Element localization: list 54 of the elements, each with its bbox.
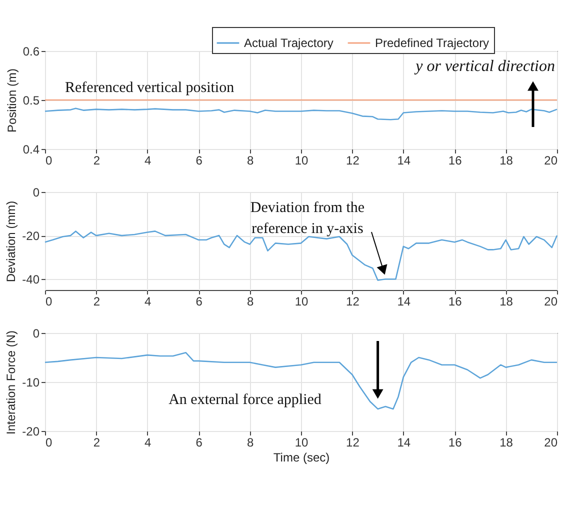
x-tick-label: 14: [397, 154, 411, 168]
y-tick-label: 0: [32, 326, 40, 340]
y-tick-label: 0.6: [22, 44, 40, 58]
x-tick-label: 8: [246, 436, 254, 450]
x-tick-label: 18: [500, 436, 514, 450]
x-tick-label: 18: [500, 154, 514, 168]
x-tick-label: 14: [397, 294, 411, 308]
x-tick-label: 10: [294, 436, 308, 450]
x-tick-label: 20: [544, 436, 558, 450]
annotation: An external force applied: [168, 392, 322, 408]
x-tick-label: 4: [144, 294, 152, 308]
y-tick-label: -20: [22, 424, 40, 438]
y-tick-label: -40: [22, 272, 40, 287]
x-tick-label: 4: [144, 154, 152, 168]
y-axis-title: Interation Force (N): [4, 330, 18, 435]
y-tick-label: -10: [22, 376, 40, 390]
x-tick-label: 8: [246, 294, 254, 308]
x-tick-label: 2: [93, 154, 100, 168]
annotation: Referenced vertical position: [65, 80, 235, 96]
annotation: y or vertical direction: [414, 58, 555, 75]
y-axis-title: Position (m): [4, 68, 19, 133]
x-tick-label: 20: [544, 294, 558, 308]
x-tick-label: 12: [346, 294, 360, 308]
x-tick-label: 14: [397, 436, 411, 450]
x-tick-label: 18: [500, 294, 514, 308]
y-tick-label: 0.4: [22, 142, 40, 156]
x-tick-label: 2: [93, 294, 100, 308]
x-tick-label: 16: [448, 294, 462, 308]
x-axis-title: Time (sec): [273, 450, 330, 464]
line-series: [44, 352, 558, 410]
x-tick-label: 0: [46, 154, 52, 168]
x-tick-label: 2: [93, 436, 100, 450]
x-tick-label: 12: [346, 154, 360, 168]
legend-label: Actual Trajectory: [244, 36, 334, 50]
x-tick-label: 6: [196, 294, 203, 308]
x-tick-label: 10: [294, 154, 308, 168]
x-tick-label: 16: [448, 154, 462, 168]
legend-label: Predefined Trajectory: [375, 36, 490, 50]
x-tick-label: 20: [544, 154, 558, 168]
x-tick-label: 6: [196, 154, 203, 168]
x-tick-label: 12: [346, 436, 360, 450]
y-tick-label: 0.5: [22, 94, 40, 108]
x-tick-label: 0: [46, 436, 52, 450]
x-tick-label: 6: [196, 436, 203, 450]
x-tick-label: 4: [144, 436, 152, 450]
x-tick-label: 8: [246, 154, 254, 168]
y-tick-label: 0: [32, 186, 40, 200]
x-tick-label: 0: [46, 294, 52, 308]
annotation: Deviation from the reference in y-axis: [250, 200, 365, 237]
x-tick-label: 16: [448, 436, 462, 450]
x-tick-label: 10: [294, 294, 308, 308]
line-series: [44, 108, 558, 120]
y-axis-title: Deviation (mm): [4, 200, 18, 282]
y-tick-label: -20: [22, 229, 40, 244]
